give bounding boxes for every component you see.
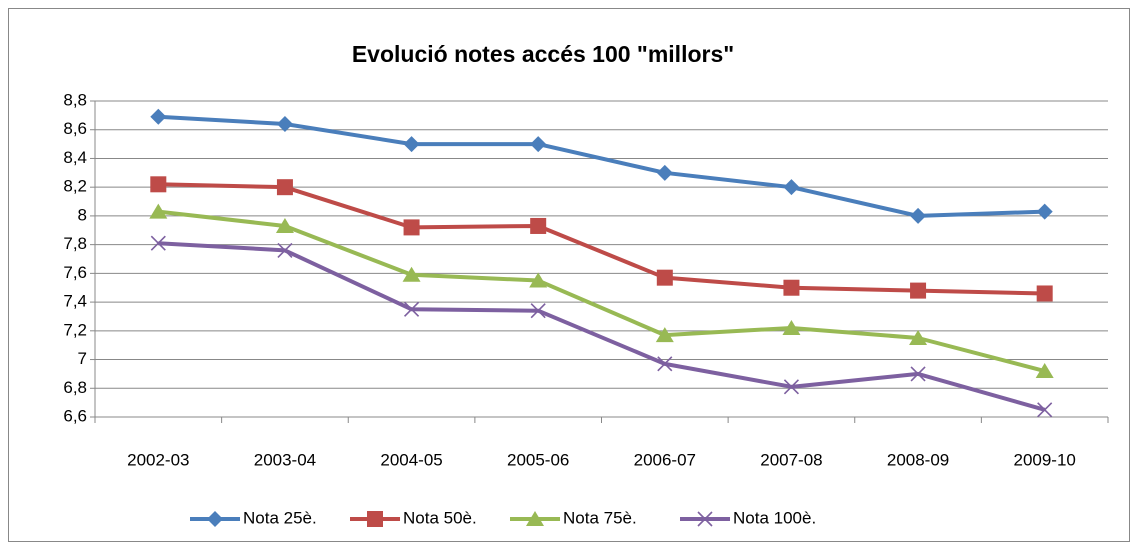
marker	[1036, 285, 1053, 302]
y-tick-label: 7,8	[63, 234, 87, 253]
y-tick-label: 8,8	[63, 90, 87, 109]
marker	[403, 136, 420, 153]
marker	[783, 179, 800, 196]
y-tick-label: 8,2	[63, 177, 87, 196]
legend-label: Nota 25è.	[243, 508, 317, 527]
marker	[276, 179, 293, 196]
y-tick-label: 7	[78, 349, 87, 368]
marker	[909, 330, 928, 345]
y-tick-label: 7,2	[63, 320, 87, 339]
marker	[150, 176, 167, 193]
x-tick-label: 2005-06	[507, 450, 569, 469]
series-line	[158, 114, 1045, 218]
series-line	[158, 182, 1045, 296]
legend-marker	[526, 511, 544, 526]
x-tick-label: 2008-09	[887, 450, 949, 469]
marker	[910, 282, 927, 299]
marker	[1037, 402, 1053, 418]
marker	[275, 217, 294, 233]
marker	[782, 319, 801, 335]
marker	[150, 108, 167, 125]
legend-label: Nota 50è.	[403, 508, 477, 527]
x-tick-label: 2007-08	[760, 450, 822, 469]
y-tick-label: 8,4	[63, 148, 87, 167]
x-tick-label: 2002-03	[127, 450, 189, 469]
y-tick-label: 7,4	[63, 292, 87, 311]
x-tick-label: 2006-07	[634, 450, 696, 469]
y-tick-label: 8,6	[63, 119, 87, 138]
marker	[656, 269, 673, 286]
marker	[530, 303, 546, 319]
marker	[910, 207, 927, 224]
x-tick-label: 2004-05	[380, 450, 442, 469]
legend-label: Nota 75è.	[563, 508, 637, 527]
y-tick-label: 8	[78, 205, 87, 224]
marker	[403, 219, 420, 236]
legend-marker	[367, 511, 383, 527]
marker	[656, 164, 673, 181]
y-tick-label: 7,6	[63, 263, 87, 282]
marker	[530, 136, 547, 153]
marker	[1035, 363, 1054, 379]
marker	[783, 379, 800, 395]
series-line	[158, 241, 1046, 412]
y-tick-label: 6,6	[63, 406, 87, 425]
chart-border	[8, 8, 1130, 542]
x-tick-label: 2003-04	[254, 450, 316, 469]
marker	[530, 217, 547, 234]
marker	[149, 203, 168, 219]
marker	[402, 266, 421, 282]
legend-label: Nota 100è.	[733, 508, 816, 527]
marker	[910, 366, 926, 382]
marker	[276, 115, 293, 132]
y-tick-label: 6,8	[63, 378, 87, 397]
marker	[1036, 203, 1053, 220]
marker	[657, 356, 673, 372]
marker	[529, 272, 548, 288]
chart-title: Evolució notes accés 100 "millors"	[352, 41, 734, 67]
legend-marker	[207, 511, 223, 527]
marker	[783, 279, 800, 296]
marker	[277, 242, 293, 258]
x-tick-label: 2009-10	[1013, 450, 1075, 469]
marker	[655, 327, 674, 343]
series-line	[158, 209, 1046, 373]
marker	[150, 235, 166, 251]
marker	[403, 301, 420, 317]
legend-marker	[697, 511, 713, 527]
